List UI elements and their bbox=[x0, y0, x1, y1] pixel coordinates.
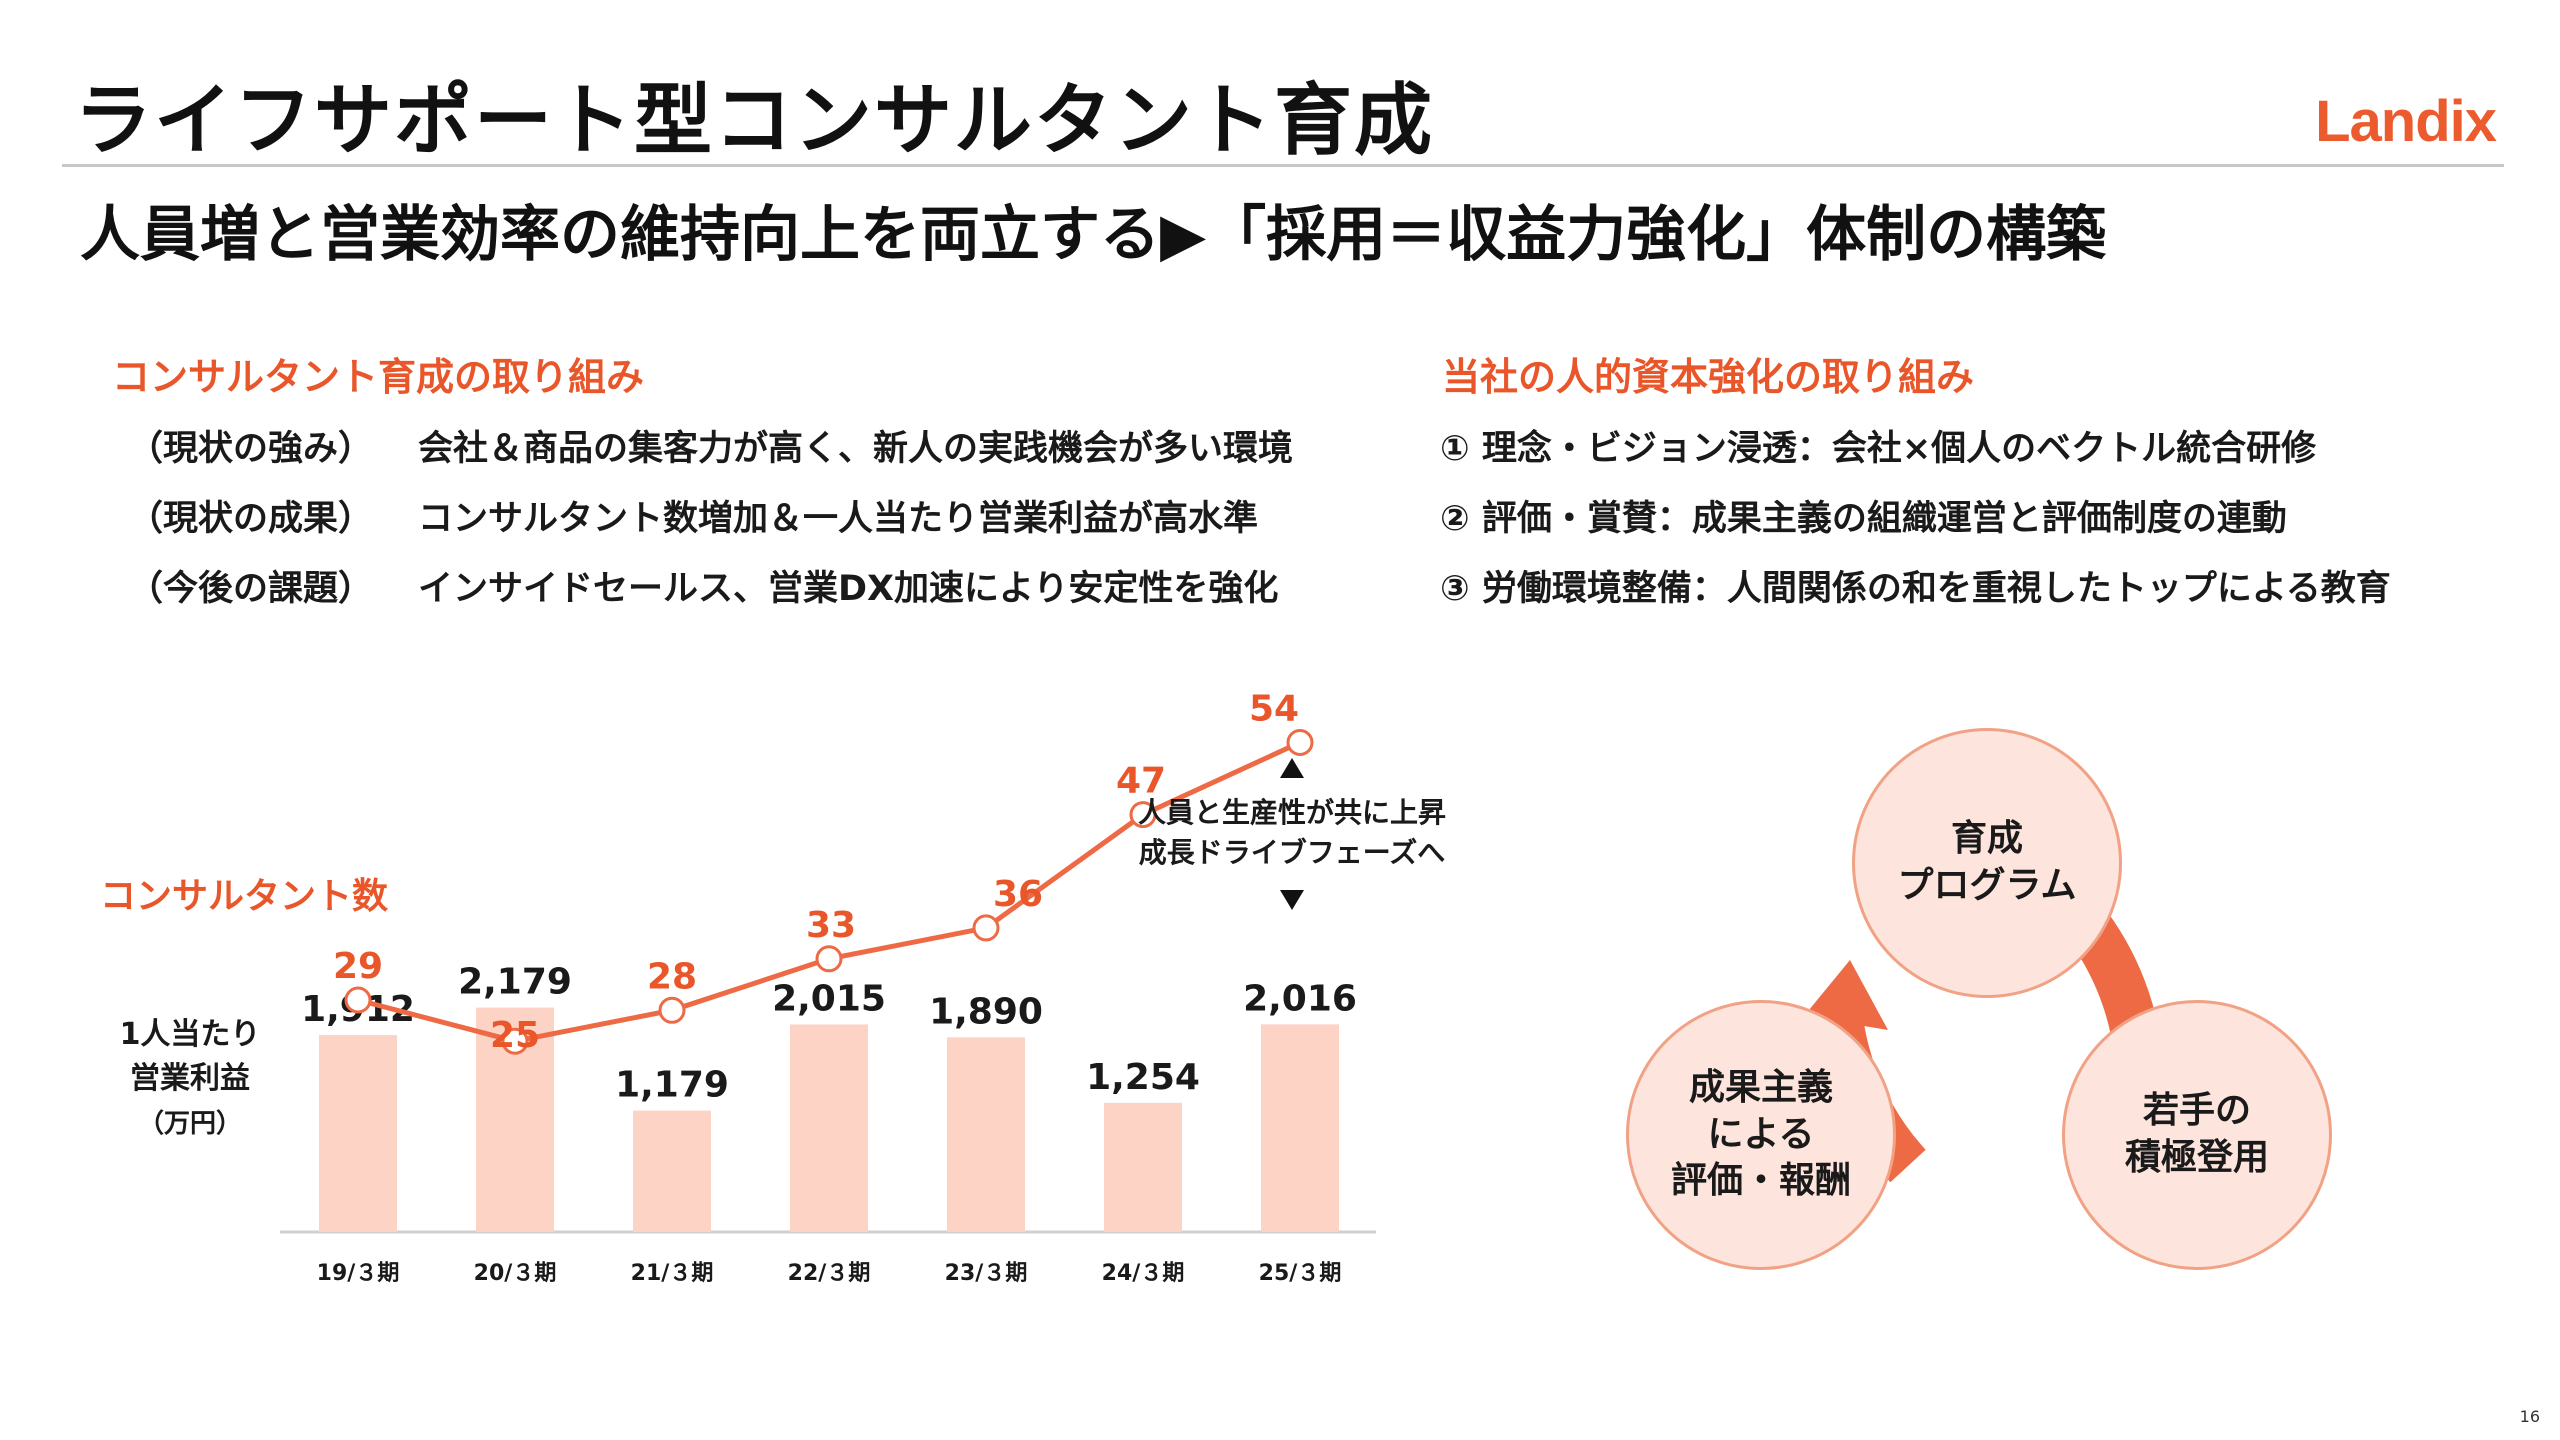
cycle-node-evaluation: 成果主義 による 評価・報酬 bbox=[1626, 1000, 1896, 1270]
cycle-node-young-promotion: 若手の 積極登用 bbox=[2062, 1000, 2332, 1270]
cycle-node-training: 育成 プログラム bbox=[1852, 728, 2122, 998]
page-number: 16 bbox=[2520, 1407, 2540, 1426]
